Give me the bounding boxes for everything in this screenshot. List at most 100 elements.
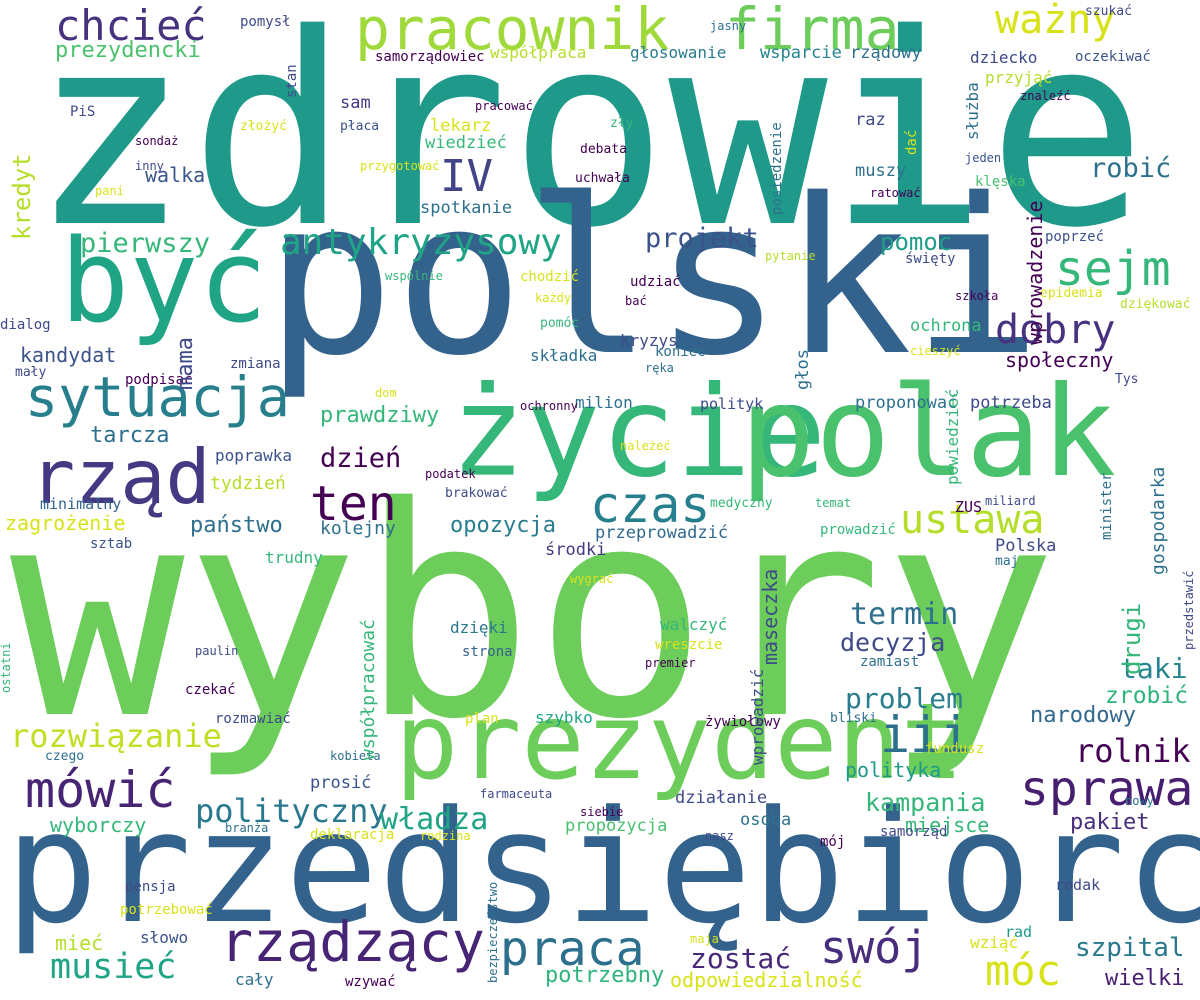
word-ten: ten (310, 476, 397, 532)
word-zostać: zostać (690, 942, 792, 975)
word-udziać: udziać (630, 274, 681, 290)
word-tys: Tys (1115, 372, 1139, 387)
word-dom: dom (375, 386, 397, 400)
word-strona: strona (462, 644, 513, 660)
word-zagrożenie: zagrożenie (5, 511, 126, 535)
word-kandydat: kandydat (20, 343, 117, 367)
word-drugi: drugi (1118, 602, 1146, 675)
word-musieć: musieć (50, 947, 177, 987)
word-szkoła: szkoła (955, 289, 999, 303)
word-ręka: ręka (645, 361, 674, 375)
word-posiedzenie: posiedzenie (769, 122, 785, 215)
word-mówić: mówić (25, 761, 176, 819)
word-szybko: szybko (535, 708, 593, 727)
word-temat: temat (815, 496, 852, 510)
word-wybory: wybory (10, 446, 1058, 783)
word-poprzeć: poprzeć (1045, 229, 1105, 245)
word-czekać: czekać (185, 682, 236, 698)
word-płaca: płaca (340, 119, 380, 134)
word-potrzebować: potrzebować (120, 902, 213, 918)
word-polityk: polityk (700, 395, 764, 413)
word-głos: głos (793, 349, 813, 390)
word-walczyć: walczyć (660, 615, 728, 634)
word-cieszyć: cieszyć (910, 344, 961, 358)
word-pensja: pensja (125, 879, 176, 895)
word-termin: termin (850, 597, 959, 632)
word-lekarz: lekarz (430, 116, 492, 136)
word-samorządowiec: samorządowiec (375, 49, 485, 65)
word-wsparcie: wsparcie (760, 43, 842, 63)
word-ustawa: ustawa (900, 497, 1045, 543)
word-gospodarka: gospodarka (1148, 466, 1169, 575)
word-służba: służba (963, 82, 982, 140)
word-potrzeba: potrzeba (970, 393, 1052, 413)
word-stan: stan (284, 64, 300, 98)
word-dziecko: dziecko (970, 48, 1038, 67)
word-fundusz: fundusz (925, 741, 985, 757)
word-bać: bać (625, 294, 647, 308)
word-ratować: ratować (870, 186, 921, 200)
word-ważny: ważny (995, 0, 1116, 43)
word-wzywać: wzywać (345, 974, 396, 990)
word-maseczka: maseczka (758, 568, 782, 665)
word-polak: polak (740, 360, 1117, 505)
word-debata: debata (580, 142, 627, 157)
word-kryzys: kryzys (620, 331, 678, 350)
word-przedstawić: przedstawić (1182, 570, 1196, 650)
word-żywiołowy: żywiołowy (705, 714, 781, 730)
word-środki: środki (545, 540, 607, 560)
word-zmiana: zmiana (230, 356, 281, 372)
word-czego: czego (45, 749, 85, 764)
word-medyczny: medyczny (710, 496, 773, 511)
word-życie: życie (450, 360, 827, 505)
word-opozycja: opozycja (450, 513, 556, 538)
word-rodzina: rodzina (420, 829, 471, 843)
word-rad: rad (1005, 923, 1033, 941)
word-samorząd: samorząd (880, 824, 948, 840)
word-święty: święty (905, 251, 956, 267)
word-wielki: wielki (1105, 966, 1185, 991)
word-epidemia: epidemia (1040, 286, 1103, 301)
word-być: być (60, 215, 268, 349)
word-czas: czas (590, 476, 711, 534)
word-szukać: szukać (1085, 4, 1132, 19)
word-sondaż: sondaż (135, 134, 179, 148)
word-dzięki: dzięki (450, 618, 508, 637)
word-zdrowie: zdrowie (30, 0, 1147, 286)
word-prowadzić: prowadzić (820, 522, 896, 538)
word-polityka: polityka (845, 758, 942, 782)
word-robić: robić (1090, 153, 1172, 184)
word-ochronny: ochronny (520, 399, 578, 413)
word-minister: minister (1099, 472, 1115, 540)
word-wspólnie: wspólnie (385, 269, 443, 283)
word-władza: władza (380, 802, 489, 837)
word-państwo: państwo (190, 513, 283, 538)
word-szpital: szpital (1075, 933, 1185, 963)
word-znaleźć: znaleźć (1020, 89, 1071, 103)
word-prosić: prosić (310, 773, 372, 793)
word-ostatni: ostatni (0, 642, 13, 693)
word-nasz: nasz (705, 829, 734, 843)
word-chodzić: chodzić (520, 269, 580, 285)
word-inny: inny (135, 159, 164, 173)
word-rozmawiać: rozmawiać (215, 711, 291, 727)
word-wyborczy: wyborczy (50, 813, 147, 837)
word-ochrona: ochrona (910, 316, 982, 336)
word-rządowy: rządowy (850, 43, 922, 63)
word-dialog: dialog (0, 317, 51, 333)
word-plan: plan (465, 711, 499, 727)
word-rząd: rząd (30, 433, 211, 521)
word-przedsiębiorca: przedsiębiorca (5, 777, 1200, 958)
word-dać: dać (904, 129, 920, 155)
word-odpowiedzialność: odpowiedzialność (670, 968, 863, 992)
word-należeć: należeć (620, 439, 671, 453)
word-narodowy: narodowy (1030, 703, 1136, 728)
word-minimalny: minimalny (40, 495, 122, 513)
word-rozwiązanie: rozwiązanie (10, 717, 222, 755)
word-paulin: paulin (195, 644, 239, 658)
word-przygotować: przygotować (360, 159, 440, 173)
word-głosowanie: głosowanie (630, 43, 727, 62)
word-decyzja: decyzja (840, 628, 946, 657)
word-pani: pani (95, 184, 124, 198)
